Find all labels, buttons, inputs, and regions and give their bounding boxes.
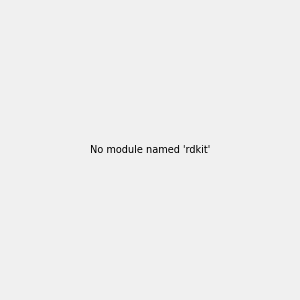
Text: No module named 'rdkit': No module named 'rdkit' — [90, 145, 210, 155]
